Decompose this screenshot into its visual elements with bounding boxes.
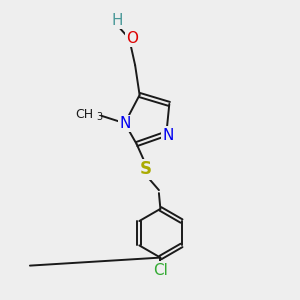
- Text: O: O: [126, 31, 138, 46]
- Text: Cl: Cl: [153, 262, 168, 278]
- Text: N: N: [162, 128, 173, 142]
- Text: N: N: [119, 116, 130, 131]
- Text: H: H: [112, 13, 123, 28]
- Text: S: S: [140, 160, 152, 178]
- Text: 3: 3: [96, 112, 103, 122]
- Text: CH: CH: [75, 108, 94, 121]
